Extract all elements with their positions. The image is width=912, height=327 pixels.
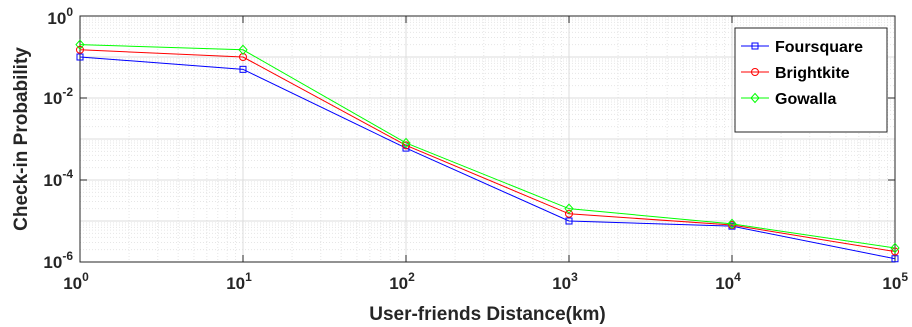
data-point-gowalla	[75, 39, 85, 50]
y-tick-label: 10-6	[43, 249, 73, 272]
legend-box	[734, 27, 888, 133]
legend-marker-foursquare	[751, 42, 759, 50]
legend-item-foursquare: Foursquare	[741, 39, 863, 56]
data-point-gowalla	[890, 242, 900, 254]
x-tick-label: 102	[389, 270, 415, 293]
data-point-gowalla	[564, 203, 574, 214]
x-axis-label: User-friends Distance(km)	[369, 304, 606, 325]
legend: Foursquare Brightkite Gowalla	[734, 27, 888, 133]
legend-label-brightkite: Brightkite	[775, 65, 850, 82]
data-point-brightkite	[76, 45, 84, 54]
y-tick-label: 100	[47, 5, 73, 28]
series-line-foursquare	[79, 56, 896, 260]
data-point-brightkite	[891, 247, 899, 256]
legend-label-foursquare: Foursquare	[775, 39, 863, 56]
data-point-brightkite	[565, 209, 573, 218]
data-point-gowalla	[238, 44, 248, 56]
series-gowalla	[75, 39, 900, 254]
data-point-brightkite	[402, 141, 410, 150]
x-tick-label: 101	[226, 270, 252, 293]
legend-label-gowalla: Gowalla	[775, 91, 836, 108]
y-tick-label: 10-4	[43, 167, 73, 190]
data-point-brightkite	[239, 53, 247, 61]
legend-item-gowalla: Gowalla	[741, 91, 836, 108]
series-line-brightkite	[79, 49, 896, 253]
x-tick-label: 104	[715, 270, 741, 293]
data-point-gowalla	[727, 218, 737, 230]
x-tick-label: 105	[882, 270, 908, 293]
legend-marker-brightkite	[751, 68, 759, 76]
x-tick-label: 103	[552, 270, 578, 293]
plot-frame	[79, 15, 896, 263]
y-axis-label: Check-in Probability	[11, 47, 32, 231]
y-tick-label: 10-2	[43, 85, 73, 108]
series-line-gowalla	[79, 44, 896, 249]
data-point-foursquare	[76, 53, 84, 61]
data-point-foursquare	[239, 65, 247, 73]
data-point-foursquare	[891, 255, 899, 263]
tick-labels: 100 101 102 103 104 105 10-6 10-4 10-2 100	[43, 5, 908, 293]
x-tick-label: 100	[63, 270, 89, 293]
legend-marker-gowalla	[750, 92, 760, 104]
data-point-gowalla	[401, 137, 411, 149]
data-point-foursquare	[565, 217, 573, 225]
legend-item-brightkite: Brightkite	[741, 65, 850, 82]
series-lines	[75, 39, 900, 263]
